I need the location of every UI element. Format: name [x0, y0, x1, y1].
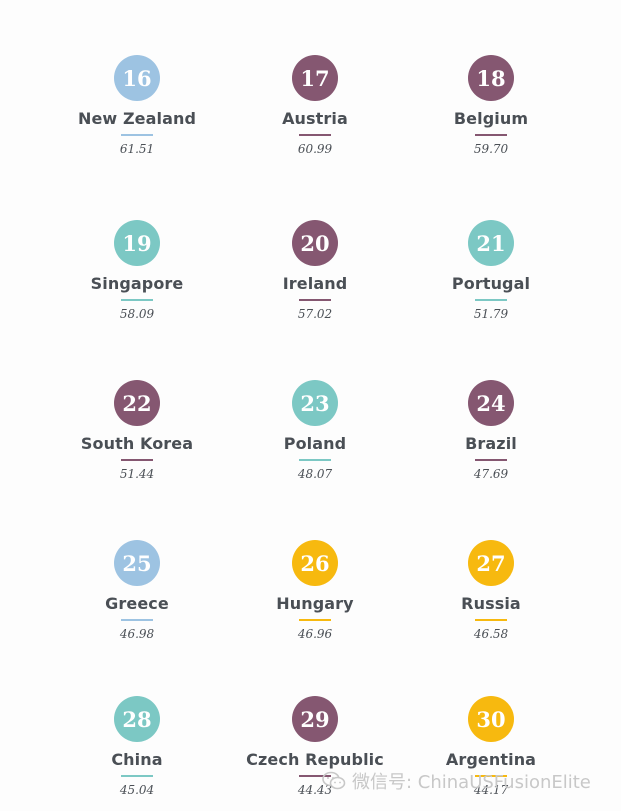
ranking-card: 26 Hungary 46.96 [215, 540, 415, 641]
score-value: 48.07 [297, 467, 333, 481]
score-value: 51.79 [473, 307, 509, 321]
ranking-card: 28 China 45.04 [37, 696, 237, 797]
score-value: 46.98 [119, 627, 155, 641]
country-name: South Korea [80, 434, 194, 453]
score-value: 46.58 [473, 627, 509, 641]
divider [121, 299, 153, 301]
score-value: 46.96 [297, 627, 333, 641]
ranking-card: 23 Poland 48.07 [215, 380, 415, 481]
ranking-card: 27 Russia 46.58 [391, 540, 591, 641]
ranking-card: 21 Portugal 51.79 [391, 220, 591, 321]
divider [475, 775, 507, 777]
watermark-text: 微信号: ChinaUSFusionElite [352, 772, 591, 793]
rank-badge: 16 [114, 55, 160, 101]
rank-badge: 17 [292, 55, 338, 101]
rank-badge: 26 [292, 540, 338, 586]
ranking-card: 24 Brazil 47.69 [391, 380, 591, 481]
score-value: 61.51 [119, 142, 155, 156]
score-value: 58.09 [119, 307, 155, 321]
country-name: Ireland [282, 274, 348, 293]
score-value: 60.99 [297, 142, 333, 156]
country-name: Russia [461, 594, 521, 613]
divider [475, 459, 507, 461]
divider [121, 459, 153, 461]
country-name: Singapore [90, 274, 184, 293]
rank-badge: 27 [468, 540, 514, 586]
divider [475, 619, 507, 621]
country-name: Argentina [445, 750, 537, 769]
divider [299, 775, 331, 777]
country-name: Greece [105, 594, 169, 613]
wechat-icon [322, 771, 346, 791]
rank-badge: 30 [468, 696, 514, 742]
divider [299, 134, 331, 136]
divider [121, 619, 153, 621]
country-name: China [111, 750, 163, 769]
country-name: Czech Republic [246, 750, 384, 769]
country-name: Belgium [453, 109, 529, 128]
ranking-card: 16 New Zealand 61.51 [37, 55, 237, 156]
divider [299, 459, 331, 461]
country-name: Poland [283, 434, 347, 453]
score-value: 44.43 [297, 783, 333, 797]
rank-badge: 20 [292, 220, 338, 266]
score-value: 59.70 [473, 142, 509, 156]
divider [299, 619, 331, 621]
rank-badge: 18 [468, 55, 514, 101]
ranking-card: 22 South Korea 51.44 [37, 380, 237, 481]
rank-badge: 24 [468, 380, 514, 426]
rank-badge: 22 [114, 380, 160, 426]
rank-badge: 19 [114, 220, 160, 266]
country-name: Austria [282, 109, 348, 128]
ranking-card: 25 Greece 46.98 [37, 540, 237, 641]
country-name: Portugal [451, 274, 531, 293]
ranking-card: 18 Belgium 59.70 [391, 55, 591, 156]
ranking-card: 19 Singapore 58.09 [37, 220, 237, 321]
watermark: 微信号: ChinaUSFusionElite [322, 768, 591, 794]
rank-badge: 23 [292, 380, 338, 426]
rank-badge: 29 [292, 696, 338, 742]
score-value: 57.02 [297, 307, 333, 321]
divider [121, 775, 153, 777]
divider [475, 134, 507, 136]
divider [475, 299, 507, 301]
score-value: 51.44 [119, 467, 155, 481]
rank-badge: 21 [468, 220, 514, 266]
divider [299, 299, 331, 301]
score-value: 44.17 [473, 783, 509, 797]
ranking-card: 30 Argentina 44.17 [391, 696, 591, 797]
score-value: 45.04 [119, 783, 155, 797]
country-name: New Zealand [77, 109, 197, 128]
ranking-card: 20 Ireland 57.02 [215, 220, 415, 321]
country-name: Hungary [276, 594, 354, 613]
divider [121, 134, 153, 136]
score-value: 47.69 [473, 467, 509, 481]
ranking-card: 17 Austria 60.99 [215, 55, 415, 156]
rank-badge: 28 [114, 696, 160, 742]
country-name: Brazil [465, 434, 517, 453]
rank-badge: 25 [114, 540, 160, 586]
ranking-card: 29 Czech Republic 44.43 [215, 696, 415, 797]
